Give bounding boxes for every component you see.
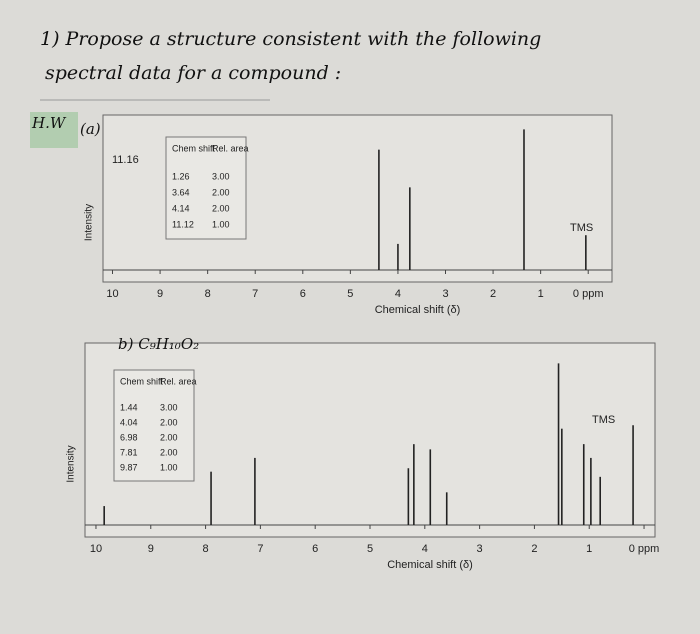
table-cell: 6.98 (120, 432, 138, 442)
highlight (30, 112, 78, 148)
chart-label: b) C₉H₁₀O₂ (118, 335, 199, 353)
x-tick-label: 3 (442, 288, 448, 300)
table-header: Rel. area (160, 376, 197, 386)
table-cell: 11.12 (172, 219, 194, 229)
x-tick-label: 10 (90, 543, 102, 555)
y-axis-label: Intensity (66, 445, 77, 482)
x-tick-label: 6 (300, 288, 306, 300)
annotation: TMS (570, 222, 593, 234)
table-cell: 3.00 (212, 171, 230, 181)
table-cell: 1.00 (160, 462, 178, 472)
x-tick-label: 8 (205, 288, 211, 300)
x-tick-label: 5 (347, 288, 353, 300)
table-cell: 1.26 (172, 171, 190, 181)
x-tick-label: 3 (477, 543, 483, 555)
table-cell: 2.00 (212, 203, 230, 213)
y-axis-label: Intensity (84, 204, 95, 241)
x-tick-label: 4 (422, 543, 428, 555)
x-tick-label: 8 (203, 543, 209, 555)
x-tick-label: 7 (257, 543, 263, 555)
x-axis-label: Chemical shift (δ) (387, 559, 473, 571)
table-cell: 1.44 (120, 402, 138, 412)
table-cell: 3.00 (160, 402, 178, 412)
table-cell: 2.00 (212, 187, 230, 197)
table-header: Chem shift (172, 143, 216, 153)
table-frame (113, 369, 195, 482)
x-axis-label: Chemical shift (δ) (375, 304, 461, 316)
x-tick-label: 5 (367, 543, 373, 555)
table-cell: 3.64 (172, 187, 190, 197)
annotation: TMS (592, 414, 615, 426)
question-line2: spectral data for a compound : (45, 62, 341, 84)
table-cell: 7.81 (120, 447, 138, 457)
table-cell: 9.87 (120, 462, 138, 472)
table-header: Rel. area (212, 143, 249, 153)
table-cell: 4.04 (120, 417, 138, 427)
table-frame (165, 136, 247, 240)
table-cell: 1.00 (212, 219, 230, 229)
table-cell: 4.14 (172, 203, 190, 213)
x-tick-label: 2 (531, 543, 537, 555)
x-tick-label: 1 (586, 543, 592, 555)
x-tick-label: 6 (312, 543, 318, 555)
hw-note: H.W (31, 114, 67, 132)
x-tick-label: 2 (490, 288, 496, 300)
table-cell: 2.00 (160, 447, 178, 457)
chart-label: (a) (80, 120, 101, 138)
x-tick-label: 0 ppm (629, 543, 660, 555)
x-tick-label: 7 (252, 288, 258, 300)
x-tick-label: 0 ppm (573, 288, 604, 300)
question: 1) Propose a structure consistent with t… (40, 28, 541, 50)
x-tick-label: 9 (157, 288, 163, 300)
table-header: Chem shift (120, 376, 164, 386)
x-tick-label: 4 (395, 288, 401, 300)
table-cell: 2.00 (160, 432, 178, 442)
annotation: 11.16 (112, 154, 139, 166)
x-tick-label: 1 (538, 288, 544, 300)
x-tick-label: 10 (106, 288, 118, 300)
x-tick-label: 9 (148, 543, 154, 555)
table-cell: 2.00 (160, 417, 178, 427)
